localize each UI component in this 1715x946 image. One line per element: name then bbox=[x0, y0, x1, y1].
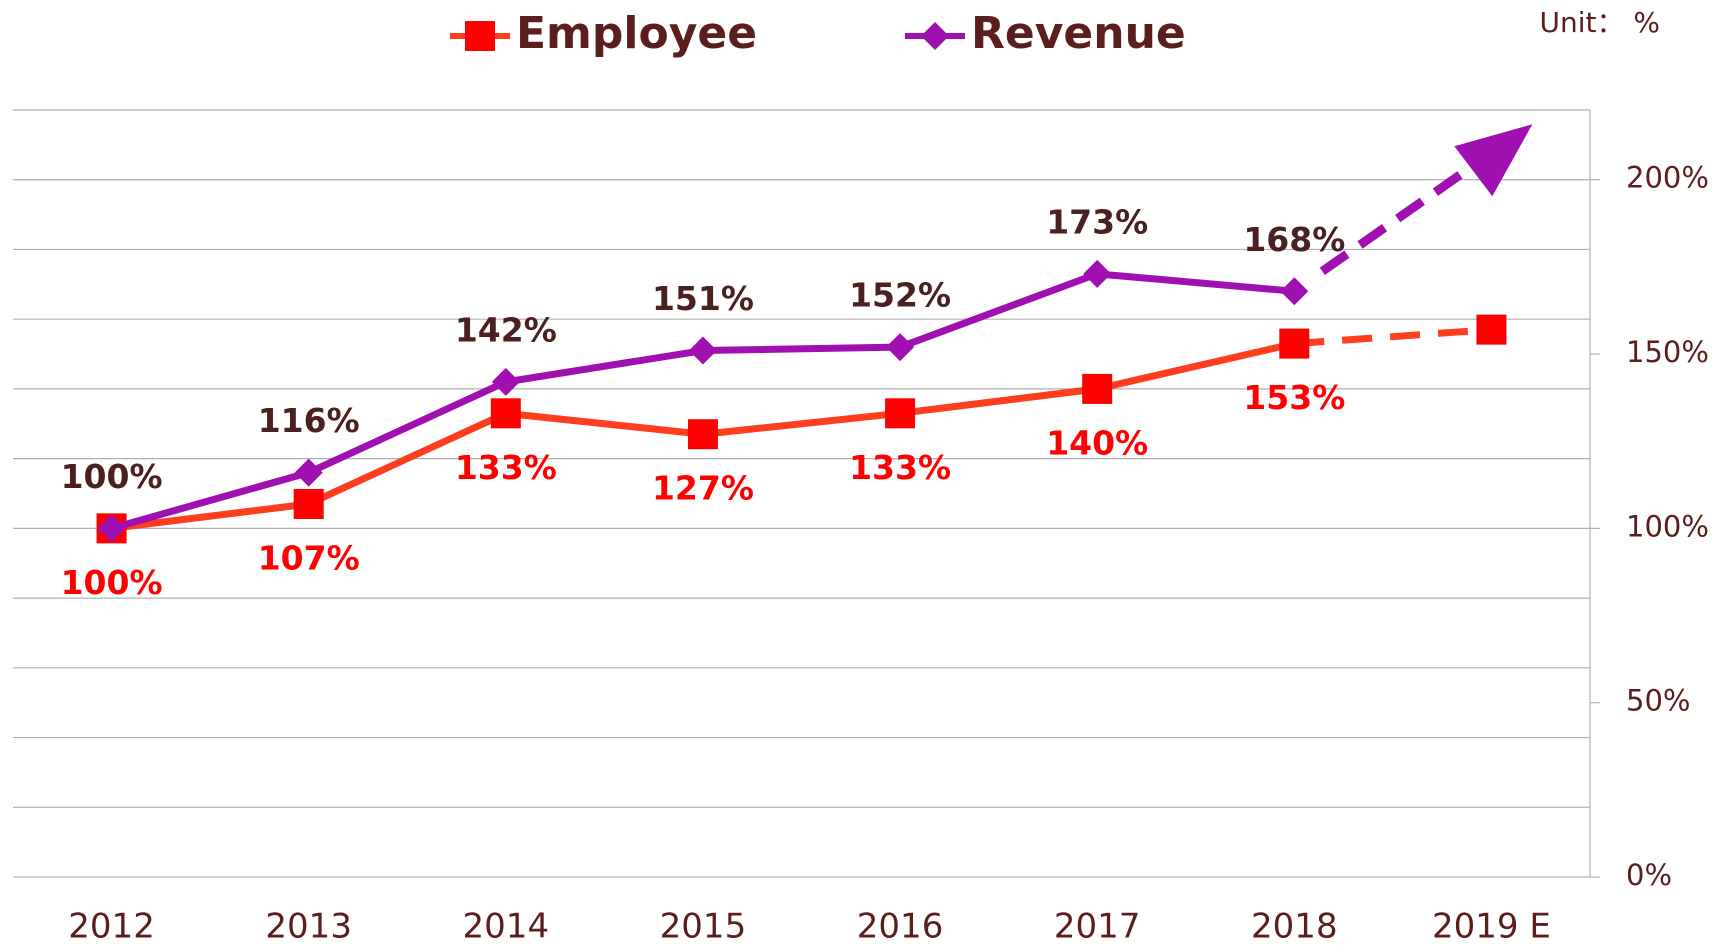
data-label: 127% bbox=[652, 469, 754, 508]
data-label: 140% bbox=[1046, 423, 1148, 462]
legend-label: Employee bbox=[516, 8, 757, 59]
marker bbox=[97, 514, 126, 543]
data-label: 116% bbox=[258, 401, 360, 440]
x-tick-label: 2019 E bbox=[1432, 907, 1551, 946]
marker bbox=[293, 488, 324, 519]
marker bbox=[885, 398, 916, 429]
y-tick-label: 150% bbox=[1626, 335, 1709, 369]
y-tick-label: 200% bbox=[1626, 161, 1709, 195]
legend-label: Revenue bbox=[971, 8, 1186, 59]
data-label: 168% bbox=[1243, 220, 1345, 259]
marker bbox=[1280, 277, 1309, 306]
marker bbox=[1082, 373, 1113, 404]
data-label: 107% bbox=[258, 538, 360, 577]
marker bbox=[490, 398, 521, 429]
y-tick-label: 100% bbox=[1626, 509, 1709, 543]
x-tick-label: 2017 bbox=[1054, 907, 1141, 946]
x-tick-label: 2018 bbox=[1251, 907, 1338, 946]
marker bbox=[688, 336, 717, 365]
marker bbox=[886, 333, 915, 362]
data-label: 152% bbox=[849, 276, 951, 315]
x-tick-label: 2013 bbox=[265, 907, 352, 946]
trend-arrow bbox=[1319, 162, 1475, 275]
x-tick-label: 2015 bbox=[660, 907, 747, 946]
y-tick-label: 50% bbox=[1626, 684, 1690, 718]
trend-arrow-head bbox=[1454, 124, 1533, 197]
marker bbox=[491, 367, 520, 396]
y-tick-label: 0% bbox=[1626, 858, 1672, 892]
data-label: 133% bbox=[455, 448, 557, 487]
series-line-projected bbox=[1294, 326, 1492, 348]
marker bbox=[1279, 328, 1310, 359]
marker bbox=[1083, 259, 1112, 288]
marker bbox=[465, 21, 495, 51]
x-tick-label: 2012 bbox=[68, 907, 155, 946]
data-label: 100% bbox=[61, 563, 163, 602]
marker bbox=[1476, 314, 1507, 345]
marker bbox=[921, 22, 949, 50]
marker bbox=[294, 458, 323, 487]
data-label: 153% bbox=[1243, 378, 1345, 417]
x-tick-label: 2014 bbox=[463, 907, 550, 946]
data-label: 142% bbox=[455, 310, 557, 349]
data-label: 151% bbox=[652, 279, 754, 318]
data-label: 133% bbox=[849, 448, 951, 487]
data-label: 100% bbox=[61, 457, 163, 496]
unit-note: Unit： % bbox=[1539, 6, 1660, 39]
marker bbox=[687, 419, 718, 450]
data-label: 173% bbox=[1046, 202, 1148, 241]
x-tick-label: 2016 bbox=[857, 907, 944, 946]
